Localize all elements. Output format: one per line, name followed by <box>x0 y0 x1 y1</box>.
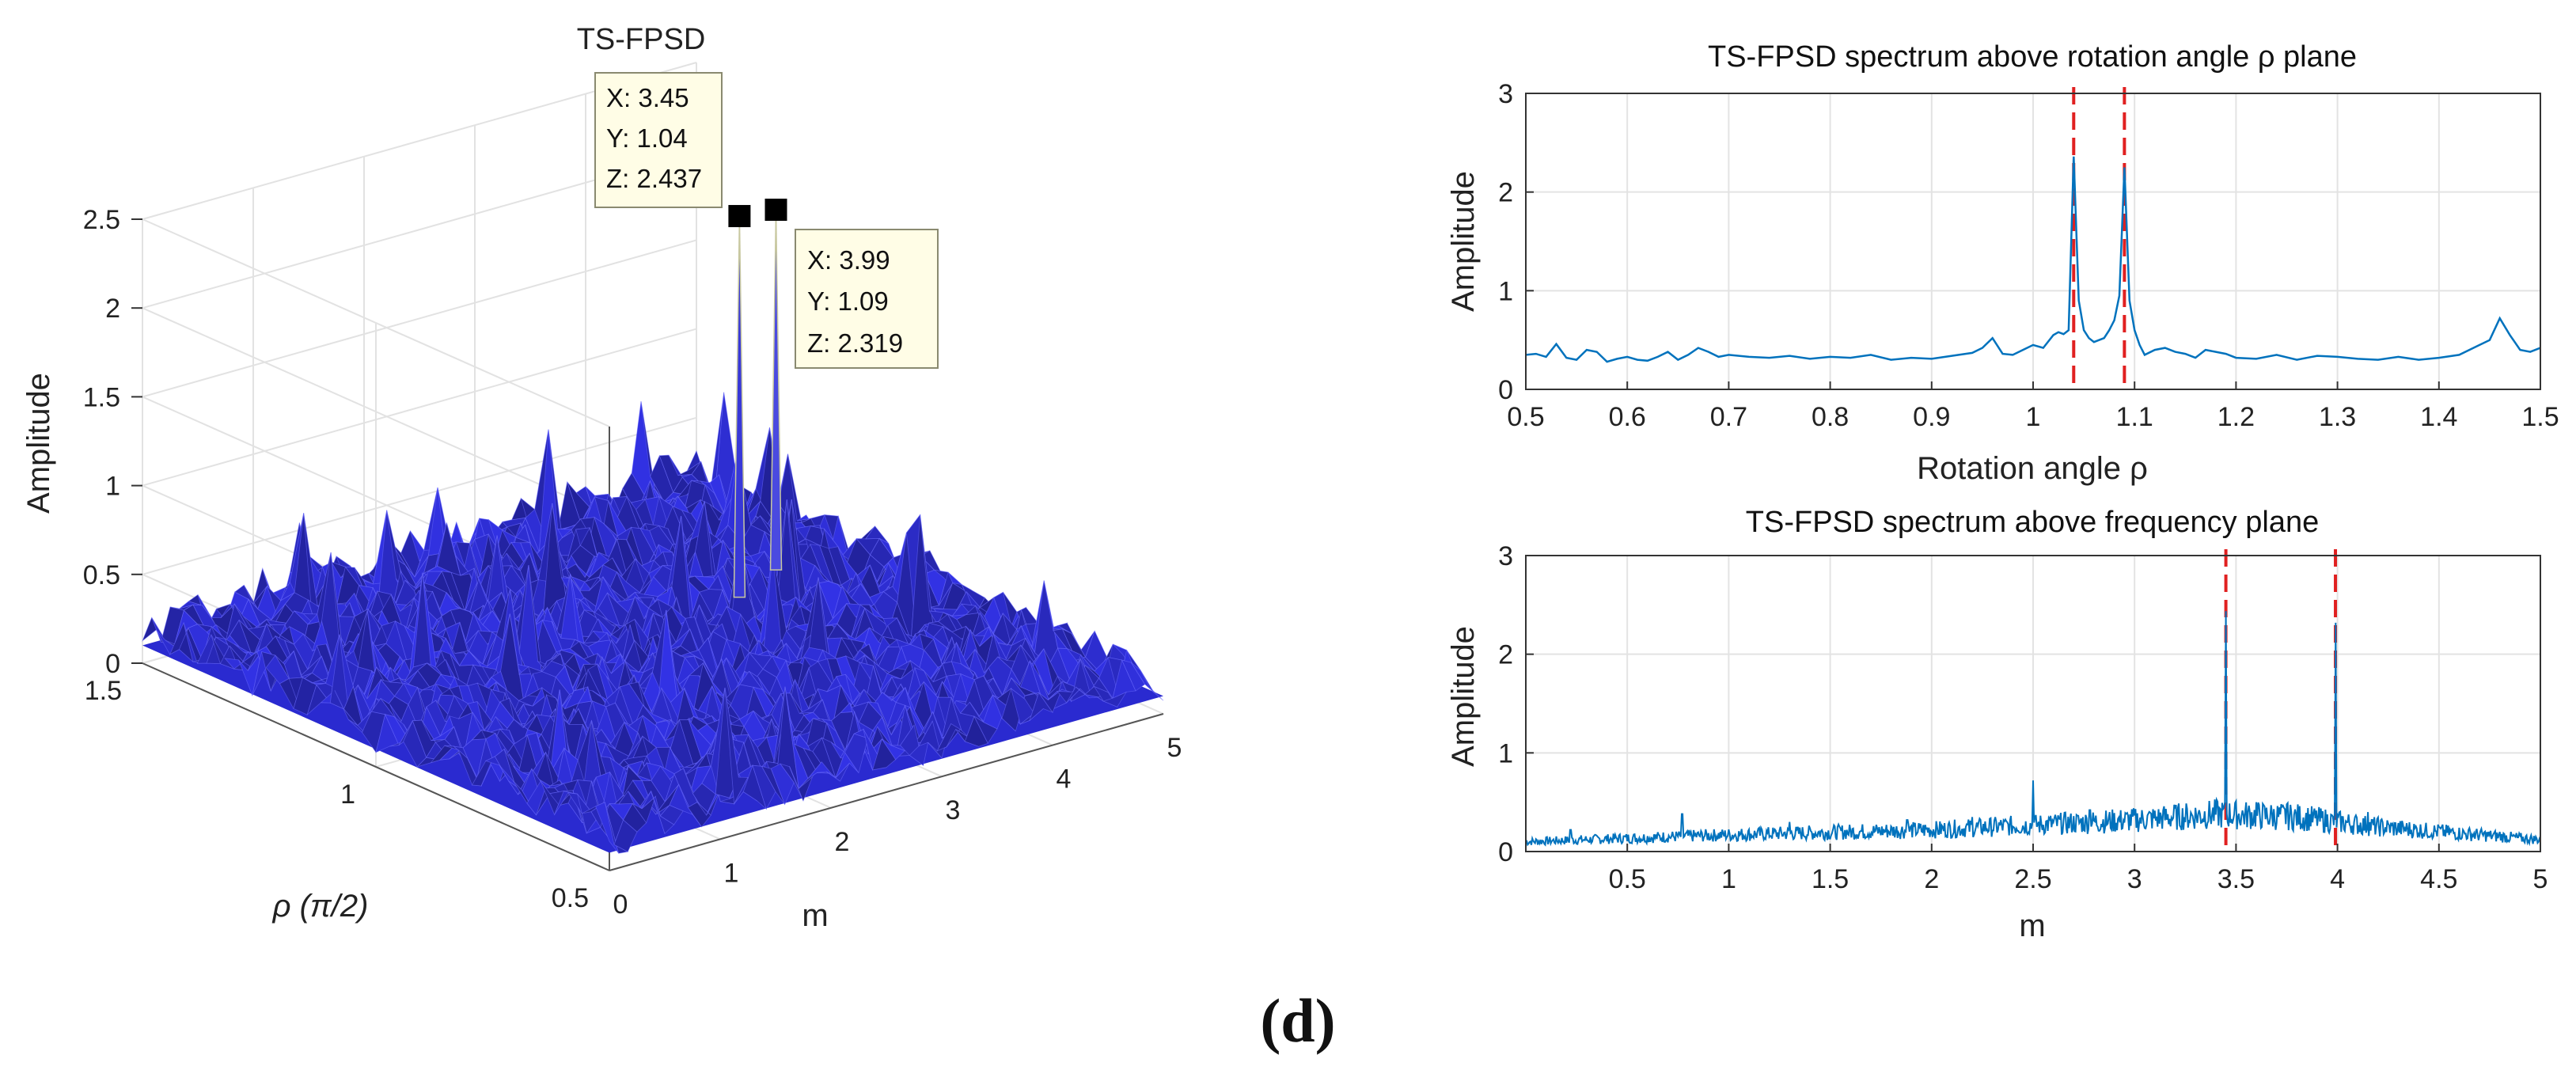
rotation-plot-x-ticks: 0.5 0.6 0.7 0.8 0.9 1 1.1 1.2 1.3 1.4 1.5 <box>1507 381 2559 432</box>
rho-tick-label: 0.5 <box>552 883 589 913</box>
x-tick-label: 1 <box>1721 864 1736 894</box>
z-tick-label: 1.5 <box>83 382 120 412</box>
datatip-line: Z: 2.437 <box>606 164 702 193</box>
surface-3d-z-ticks: 2.5 2 1.5 1 0.5 0 <box>83 205 142 679</box>
m-tick-label: 1 <box>724 858 739 888</box>
rotation-plot-series-line <box>1525 156 2541 363</box>
surface-3d-x-ticks: 0 1 2 3 4 5 <box>613 733 1182 920</box>
frequency-plot-series-line <box>1525 611 2541 847</box>
z-gridline-back <box>142 239 697 398</box>
rho-tick-label: 1 <box>340 780 355 810</box>
rotation-plot-grid <box>1525 93 2541 390</box>
x-tick-label: 1.3 <box>2319 402 2356 432</box>
frequency-plot-x-ticks: 0.5 1 1.5 2 2.5 3 3.5 4 4.5 5 <box>1609 844 2548 894</box>
y-tick-label: 3 <box>1498 79 1513 109</box>
rotation-angle-spectrum-plot: TS-FPSD spectrum above rotation angle ρ … <box>1446 40 2559 486</box>
y-tick-label: 1 <box>1498 738 1513 768</box>
x-tick-label: 1.4 <box>2420 402 2457 432</box>
x-tick-label: 0.8 <box>1812 402 1849 432</box>
rotation-plot-y-ticks: 0 1 2 3 <box>1498 79 1534 405</box>
x-tick-label: 1.2 <box>2217 402 2255 432</box>
x-tick-label: 0.6 <box>1609 402 1646 432</box>
m-tick-label: 4 <box>1057 764 1072 795</box>
surface-patch <box>1140 670 1164 701</box>
datatip-line: Y: 1.04 <box>606 123 688 153</box>
datatip-line: X: 3.99 <box>807 245 890 275</box>
frequency-plot-title: TS-FPSD spectrum above frequency plane <box>1746 506 2319 539</box>
y-tick-label: 0 <box>1498 837 1513 867</box>
x-tick-label: 4.5 <box>2420 864 2457 894</box>
datatip-peak-2[interactable]: X: 3.99 Y: 1.09 Z: 2.319 <box>795 229 939 369</box>
datatip-line: Y: 1.09 <box>807 286 889 316</box>
rotation-plot-ylabel: Amplitude <box>1446 171 1481 312</box>
surface-3d-plot: TS-FPSD Amplitude m ρ (π/2) 2.5 2 1.5 1 0.5 0… <box>21 23 1182 933</box>
surface-3d-xlabel: m <box>802 898 828 933</box>
frequency-plot-ylabel: Amplitude <box>1446 626 1481 767</box>
x-tick-label: 2 <box>1924 864 1939 894</box>
rho-axis-line <box>142 662 610 871</box>
x-tick-label: 3.5 <box>2217 864 2255 894</box>
y-tick-label: 2 <box>1498 178 1513 208</box>
x-tick-label: 4 <box>2330 864 2345 894</box>
peak-spike <box>769 211 783 571</box>
x-tick-label: 2.5 <box>2014 864 2051 894</box>
frequency-plot-xlabel: m <box>2019 909 2045 943</box>
surface-3d-mesh <box>142 392 1164 854</box>
z-tick-label: 2 <box>105 294 120 324</box>
datatip-line: X: 3.45 <box>606 83 689 112</box>
surface-3d-y-ticks: 1.5 1 0.5 <box>85 676 589 913</box>
m-tick-label: 0 <box>613 890 628 920</box>
x-tick-label: 0.5 <box>1507 402 1544 432</box>
x-tick-label: 0.9 <box>1913 402 1950 432</box>
x-tick-label: 5 <box>2533 864 2548 894</box>
y-tick-label: 0 <box>1498 375 1513 405</box>
surface-3d-peaks <box>728 199 787 598</box>
datatip-marker <box>764 199 787 222</box>
datatip-marker <box>728 205 751 228</box>
surface-3d-title: TS-FPSD <box>577 23 706 56</box>
x-tick-label: 3 <box>2127 864 2142 894</box>
x-tick-label: 1.1 <box>2116 402 2153 432</box>
datatip-peak-1[interactable]: X: 3.45 Y: 1.04 Z: 2.437 <box>594 72 723 208</box>
y-tick-label: 2 <box>1498 640 1513 670</box>
rotation-plot-title: TS-FPSD spectrum above rotation angle ρ … <box>1708 40 2357 74</box>
datatip-box <box>795 229 939 369</box>
y-tick-label: 1 <box>1498 276 1513 306</box>
z-tick-label: 1 <box>105 472 120 502</box>
rotation-plot-xlabel: Rotation angle ρ <box>1917 451 2148 486</box>
z-gridline-back <box>142 416 697 575</box>
m-axis-line <box>609 713 1164 871</box>
m-tick-label: 2 <box>835 827 850 857</box>
z-tick-label: 0 <box>105 649 120 679</box>
z-gridline-back <box>142 328 697 487</box>
z-tick-label: 2.5 <box>83 205 120 235</box>
frequency-spectrum-plot: TS-FPSD spectrum above frequency plane 0… <box>1446 506 2548 943</box>
x-tick-label: 1 <box>2026 402 2041 432</box>
surface-3d-zlabel: Amplitude <box>21 373 56 514</box>
z-tick-label: 0.5 <box>83 560 120 590</box>
x-tick-label: 0.7 <box>1710 402 1747 432</box>
datatip-box <box>594 72 723 208</box>
y-tick-label: 3 <box>1498 541 1513 571</box>
m-tick-label: 5 <box>1167 733 1182 763</box>
x-tick-label: 1.5 <box>2521 402 2559 432</box>
rho-tick-label: 1.5 <box>85 676 122 706</box>
peak-spike <box>733 218 746 598</box>
frequency-plot-y-ticks: 0 1 2 3 <box>1498 541 1534 867</box>
datatip-line: Z: 2.319 <box>807 328 903 358</box>
figure-label: (d) <box>1260 986 1336 1055</box>
m-tick-label: 3 <box>946 795 961 825</box>
x-tick-label: 0.5 <box>1609 864 1646 894</box>
x-tick-label: 1.5 <box>1812 864 1849 894</box>
surface-3d-ylabel: ρ (π/2) <box>272 889 369 924</box>
